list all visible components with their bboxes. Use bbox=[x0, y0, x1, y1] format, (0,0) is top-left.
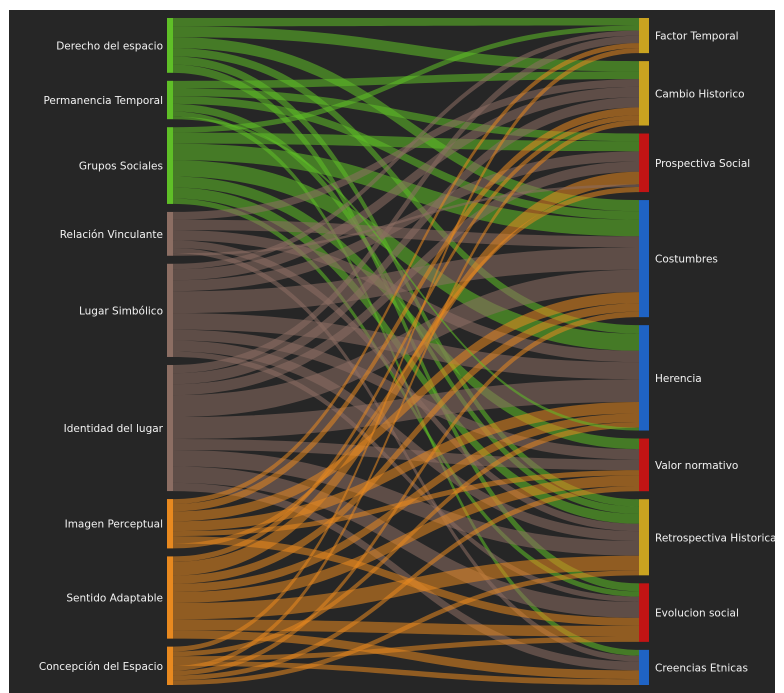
node-grupos-sociales[interactable] bbox=[167, 127, 173, 204]
node-prospectiva-social[interactable] bbox=[639, 133, 649, 193]
sankey-link[interactable] bbox=[173, 161, 639, 396]
sankey-link[interactable] bbox=[173, 292, 639, 522]
node-label-derecho-del-espacio: Derecho del espacio bbox=[56, 40, 163, 52]
sankey-link[interactable] bbox=[173, 120, 639, 671]
node-costumbres[interactable] bbox=[639, 200, 649, 318]
node-herencia[interactable] bbox=[639, 325, 649, 431]
node-concepcion-del-espacio[interactable] bbox=[167, 646, 173, 685]
sankey-link[interactable] bbox=[173, 187, 639, 524]
sankey-link[interactable] bbox=[173, 96, 639, 220]
sankey-link[interactable] bbox=[173, 269, 639, 418]
sankey-link[interactable] bbox=[173, 88, 639, 142]
sankey-link[interactable] bbox=[173, 86, 639, 281]
sankey-link[interactable] bbox=[173, 311, 639, 676]
sankey-link[interactable] bbox=[173, 160, 639, 351]
sankey-link[interactable] bbox=[173, 303, 639, 584]
sankey-link[interactable] bbox=[173, 555, 639, 620]
sankey-link[interactable] bbox=[173, 115, 639, 562]
sankey-panel: Derecho del espacio Permanencia Temporal G… bbox=[9, 10, 775, 693]
sankey-link[interactable] bbox=[173, 421, 639, 657]
link-layer bbox=[173, 18, 639, 685]
sankey-link[interactable] bbox=[173, 97, 639, 385]
sankey-link[interactable] bbox=[173, 219, 639, 248]
sankey-link[interactable] bbox=[173, 482, 639, 671]
node-permanencia-temporal[interactable] bbox=[167, 80, 173, 120]
sankey-link[interactable] bbox=[173, 485, 639, 681]
node-label-imagen-perceptual: Imagen Perceptual bbox=[65, 519, 163, 531]
sankey-link[interactable] bbox=[173, 661, 639, 685]
sankey-link[interactable] bbox=[173, 132, 639, 152]
sankey-link[interactable] bbox=[173, 351, 639, 602]
sankey-link[interactable] bbox=[173, 64, 639, 592]
node-label-cambio-historico: Cambio Historico bbox=[655, 88, 745, 100]
sankey-link[interactable] bbox=[173, 107, 639, 512]
node-label-sentido-adaptable: Sentido Adaptable bbox=[66, 593, 163, 605]
sankey-link[interactable] bbox=[173, 438, 639, 471]
sankey-link[interactable] bbox=[173, 636, 639, 662]
node-identidad-del-lugar[interactable] bbox=[167, 364, 173, 492]
node-label-relacion-vinculante: Relación Vinculante bbox=[60, 229, 163, 241]
node-label-factor-temporal: Factor Temporal bbox=[655, 31, 739, 43]
node-label-creencias-etnicas: Creencias Etnicas bbox=[655, 662, 748, 674]
sankey-link[interactable] bbox=[173, 184, 639, 256]
sankey-link[interactable] bbox=[173, 18, 639, 27]
node-label-concepcion-del-espacio: Concepción del Espacio bbox=[39, 661, 163, 673]
sankey-link[interactable] bbox=[173, 25, 639, 133]
sankey-link[interactable] bbox=[173, 229, 639, 363]
node-derecho-del-espacio[interactable] bbox=[167, 18, 173, 73]
sankey-link[interactable] bbox=[173, 37, 639, 212]
sankey-link[interactable] bbox=[173, 186, 639, 549]
sankey-link[interactable] bbox=[173, 402, 639, 532]
node-creencias-etnicas[interactable] bbox=[639, 649, 649, 685]
node-label-herencia: Herencia bbox=[655, 373, 702, 385]
node-cambio-historico[interactable] bbox=[639, 61, 649, 126]
node-label-valor-normativo: Valor normativo bbox=[655, 460, 738, 472]
node-label-costumbres: Costumbres bbox=[655, 254, 718, 266]
label-layer: Derecho del espacio Permanencia Temporal G… bbox=[39, 31, 775, 675]
node-layer bbox=[167, 18, 649, 685]
node-imagen-perceptual[interactable] bbox=[167, 499, 173, 549]
sankey-link[interactable] bbox=[173, 171, 639, 576]
node-label-prospectiva-social: Prospectiva Social bbox=[655, 158, 750, 170]
node-lugar-simbolico[interactable] bbox=[167, 263, 173, 357]
node-label-evolucion-social: Evolucion social bbox=[655, 608, 739, 620]
node-label-grupos-sociales: Grupos Sociales bbox=[79, 161, 163, 173]
sankey-link[interactable] bbox=[173, 570, 639, 685]
sankey-diagram: Derecho del espacio Permanencia Temporal G… bbox=[39, 18, 775, 685]
node-retrospectiva-historica[interactable] bbox=[639, 499, 649, 576]
sankey-link[interactable] bbox=[173, 116, 639, 431]
sankey-link[interactable] bbox=[173, 35, 639, 374]
sankey-link[interactable] bbox=[173, 48, 639, 652]
sankey-link[interactable] bbox=[173, 240, 639, 532]
node-evolucion-social[interactable] bbox=[639, 583, 649, 642]
sankey-link[interactable] bbox=[173, 30, 639, 270]
node-relacion-vinculante[interactable] bbox=[167, 211, 173, 256]
node-label-retrospectiva-historica: Retrospectiva Historica bbox=[655, 532, 775, 544]
sankey-link[interactable] bbox=[173, 630, 639, 680]
node-sentido-adaptable[interactable] bbox=[167, 556, 173, 639]
node-label-lugar-simbolico: Lugar Simbólico bbox=[79, 305, 163, 317]
node-label-permanencia-temporal: Permanencia Temporal bbox=[43, 95, 163, 107]
node-label-identidad-del-lugar: Identidad del lugar bbox=[64, 423, 164, 435]
sankey-link[interactable] bbox=[173, 413, 639, 593]
node-factor-temporal[interactable] bbox=[639, 18, 649, 54]
node-valor-normativo[interactable] bbox=[639, 438, 649, 492]
